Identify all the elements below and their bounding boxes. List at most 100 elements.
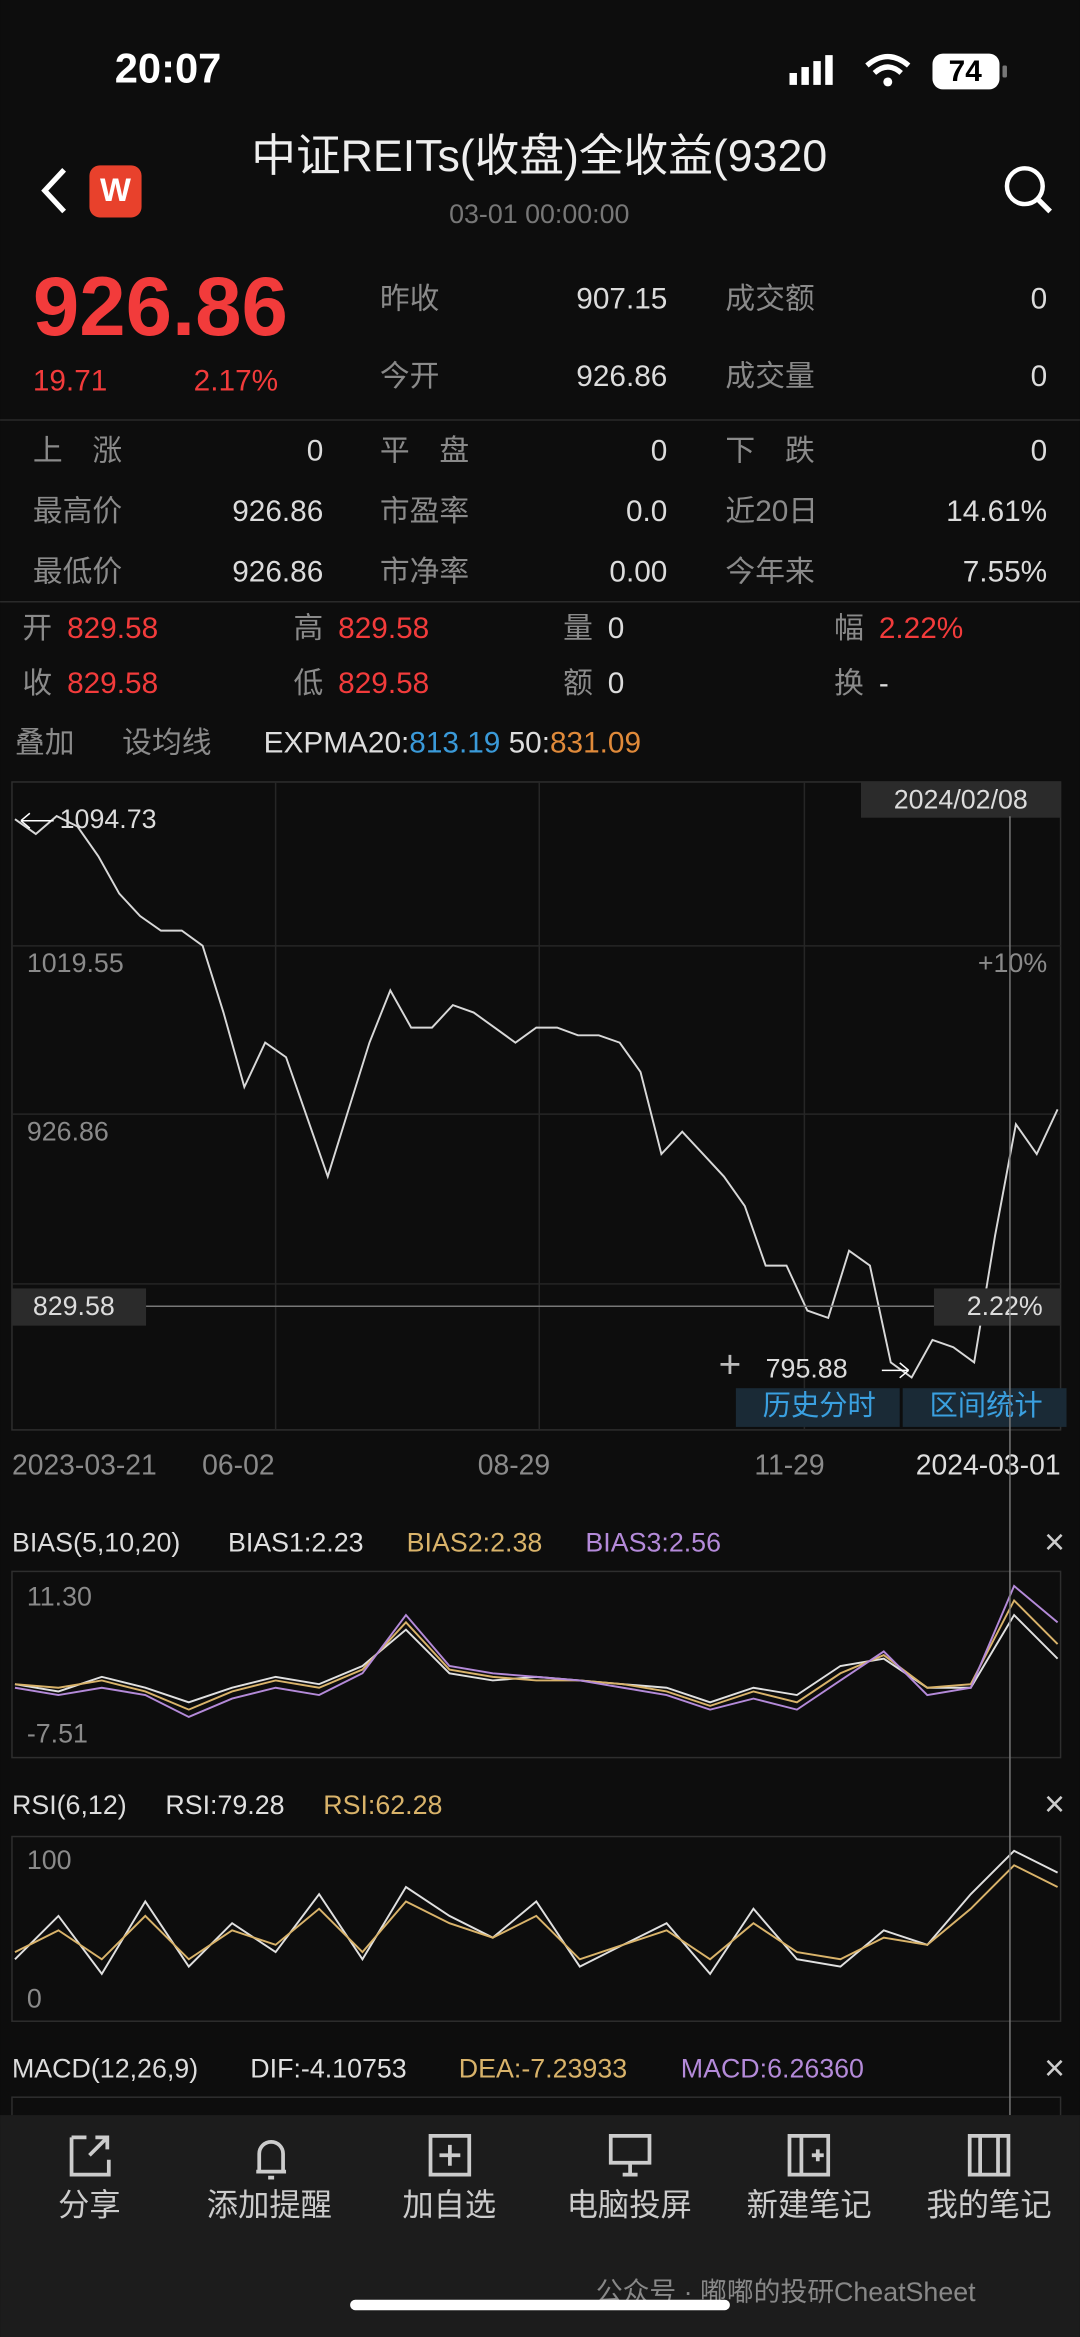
ohlc-value: 829.58 bbox=[67, 612, 158, 645]
cursor-value: 829.58 bbox=[33, 1291, 115, 1321]
nav-icon[interactable] bbox=[69, 2135, 111, 2177]
x-label: 06-02 bbox=[202, 1449, 274, 1481]
signal-icon bbox=[789, 55, 833, 85]
legend-entry: RSI:62.28 bbox=[323, 1790, 442, 1820]
legend-entry: RSI:79.28 bbox=[165, 1790, 284, 1820]
y-label: 926.86 bbox=[27, 1117, 109, 1147]
tab-button[interactable] bbox=[735, 1388, 900, 1427]
price-line bbox=[14, 814, 1059, 1379]
tab-label[interactable]: 历史分时 bbox=[763, 1389, 876, 1421]
y-label: -7.51 bbox=[27, 1718, 88, 1748]
bias-frame bbox=[11, 1570, 1062, 1759]
change-pct: 2.17% bbox=[194, 365, 278, 398]
stat-value: 7.55% bbox=[963, 555, 1047, 588]
battery bbox=[932, 53, 1000, 90]
nav-label[interactable]: 新建笔记 bbox=[747, 2188, 872, 2223]
indicator-line bbox=[14, 1864, 1059, 1961]
pct-label: +10% bbox=[978, 948, 1047, 978]
stat-label: 最低价 bbox=[33, 555, 122, 588]
expma50-label: 50: bbox=[500, 727, 550, 760]
overlay-button[interactable]: 叠加 bbox=[15, 727, 75, 760]
x-label: 11-29 bbox=[754, 1449, 824, 1481]
legend-entry: DIF:-4.10753 bbox=[250, 2053, 406, 2083]
nav-icon[interactable] bbox=[787, 2134, 831, 2177]
rsi-frame bbox=[11, 1835, 1062, 2022]
y-label: 100 bbox=[27, 1845, 72, 1875]
stat-value: 0 bbox=[1031, 435, 1048, 468]
close-button[interactable]: × bbox=[1044, 1522, 1065, 1562]
expma20: 813.19 bbox=[409, 727, 500, 760]
stat-label: 近20日 bbox=[725, 495, 818, 528]
stat-label: 最高价 bbox=[33, 495, 122, 528]
ohlc-value: 0 bbox=[608, 667, 625, 700]
cursor-pct: 2.22% bbox=[967, 1291, 1043, 1321]
close-button[interactable]: × bbox=[1044, 1784, 1065, 1824]
nav-label[interactable]: 电脑投屏 bbox=[567, 2188, 692, 2223]
nav-icon[interactable] bbox=[428, 2134, 472, 2177]
indicator-line bbox=[14, 1849, 1059, 1976]
battery-tip bbox=[1002, 65, 1007, 78]
logo bbox=[89, 165, 142, 218]
ohlc-value: 829.58 bbox=[67, 667, 158, 700]
date-box bbox=[860, 781, 1061, 818]
ohlc-value: - bbox=[879, 667, 889, 700]
ohlc-value: 2.22% bbox=[879, 612, 963, 645]
ohlc-label: 换 bbox=[834, 667, 864, 700]
zoom-in[interactable]: + bbox=[719, 1344, 742, 1387]
stat-value: 0.00 bbox=[609, 555, 667, 588]
y-label: 1019.55 bbox=[27, 948, 124, 978]
ma-button[interactable]: 设均线 bbox=[122, 727, 211, 760]
cursor-pct-box bbox=[933, 1288, 1061, 1326]
y-label: 11.30 bbox=[27, 1581, 92, 1611]
chart-frame bbox=[11, 781, 1062, 1431]
ohlc-label: 低 bbox=[293, 667, 323, 700]
nav-icon[interactable] bbox=[967, 2134, 1011, 2177]
back-button[interactable] bbox=[41, 168, 67, 214]
nav-icon[interactable] bbox=[608, 2134, 652, 2177]
stat-value: 926.86 bbox=[232, 495, 323, 528]
stat-value: 926.86 bbox=[232, 555, 323, 588]
indicator-title: RSI(6,12) bbox=[12, 1790, 127, 1820]
legend-entry: BIAS2:2.38 bbox=[407, 1528, 543, 1558]
ohlc-label: 收 bbox=[22, 667, 52, 700]
cursor-box bbox=[11, 1288, 147, 1326]
legend-entry: BIAS1:2.23 bbox=[228, 1528, 364, 1558]
indicator-line bbox=[14, 1584, 1059, 1718]
nav-label[interactable]: 分享 bbox=[58, 2188, 121, 2223]
field-value: 926.86 bbox=[576, 360, 667, 393]
legend-entry: BIAS3:2.56 bbox=[585, 1528, 721, 1558]
field-value: 0 bbox=[1031, 360, 1048, 393]
nav-icon[interactable] bbox=[256, 2140, 287, 2180]
low-arrow bbox=[881, 1362, 910, 1379]
price: 926.86 bbox=[33, 259, 288, 353]
stat-value: 14.61% bbox=[946, 495, 1047, 528]
close-button[interactable]: × bbox=[1044, 2048, 1065, 2088]
x-label: 2024-03-01 bbox=[916, 1449, 1061, 1481]
indicator-title: MACD(12,26,9) bbox=[12, 2053, 198, 2083]
y-label: 0 bbox=[27, 1983, 42, 2013]
stat-label: 市盈率 bbox=[380, 495, 469, 528]
stat-value: 0 bbox=[651, 435, 668, 468]
tab-label[interactable]: 区间统计 bbox=[929, 1389, 1042, 1421]
stat-label: 平 盘 bbox=[380, 435, 469, 468]
wifi-dot bbox=[883, 77, 893, 87]
nav-label[interactable]: 我的笔记 bbox=[927, 2188, 1052, 2223]
search-button[interactable] bbox=[1004, 166, 1052, 214]
tab-button[interactable] bbox=[902, 1388, 1067, 1427]
nav-label[interactable]: 加自选 bbox=[402, 2188, 496, 2223]
stat-label: 上 涨 bbox=[33, 435, 122, 468]
ohlc-label: 开 bbox=[22, 612, 52, 645]
expma-label: EXPMA20: bbox=[264, 727, 410, 760]
subtitle: 03-01 00:00:00 bbox=[449, 199, 629, 229]
wifi-icon bbox=[865, 54, 911, 76]
field-label: 成交额 bbox=[725, 283, 814, 316]
high-arrow bbox=[20, 812, 54, 829]
nav-label[interactable]: 添加提醒 bbox=[207, 2188, 332, 2223]
home-indicator bbox=[350, 2299, 730, 2311]
stat-label: 市净率 bbox=[380, 555, 469, 588]
stat-value: 0.0 bbox=[626, 495, 667, 528]
clock: 20:07 bbox=[115, 45, 222, 92]
title: 中证REITs(收盘)全收益(9320 bbox=[251, 132, 827, 181]
logo-text: W bbox=[100, 171, 131, 208]
